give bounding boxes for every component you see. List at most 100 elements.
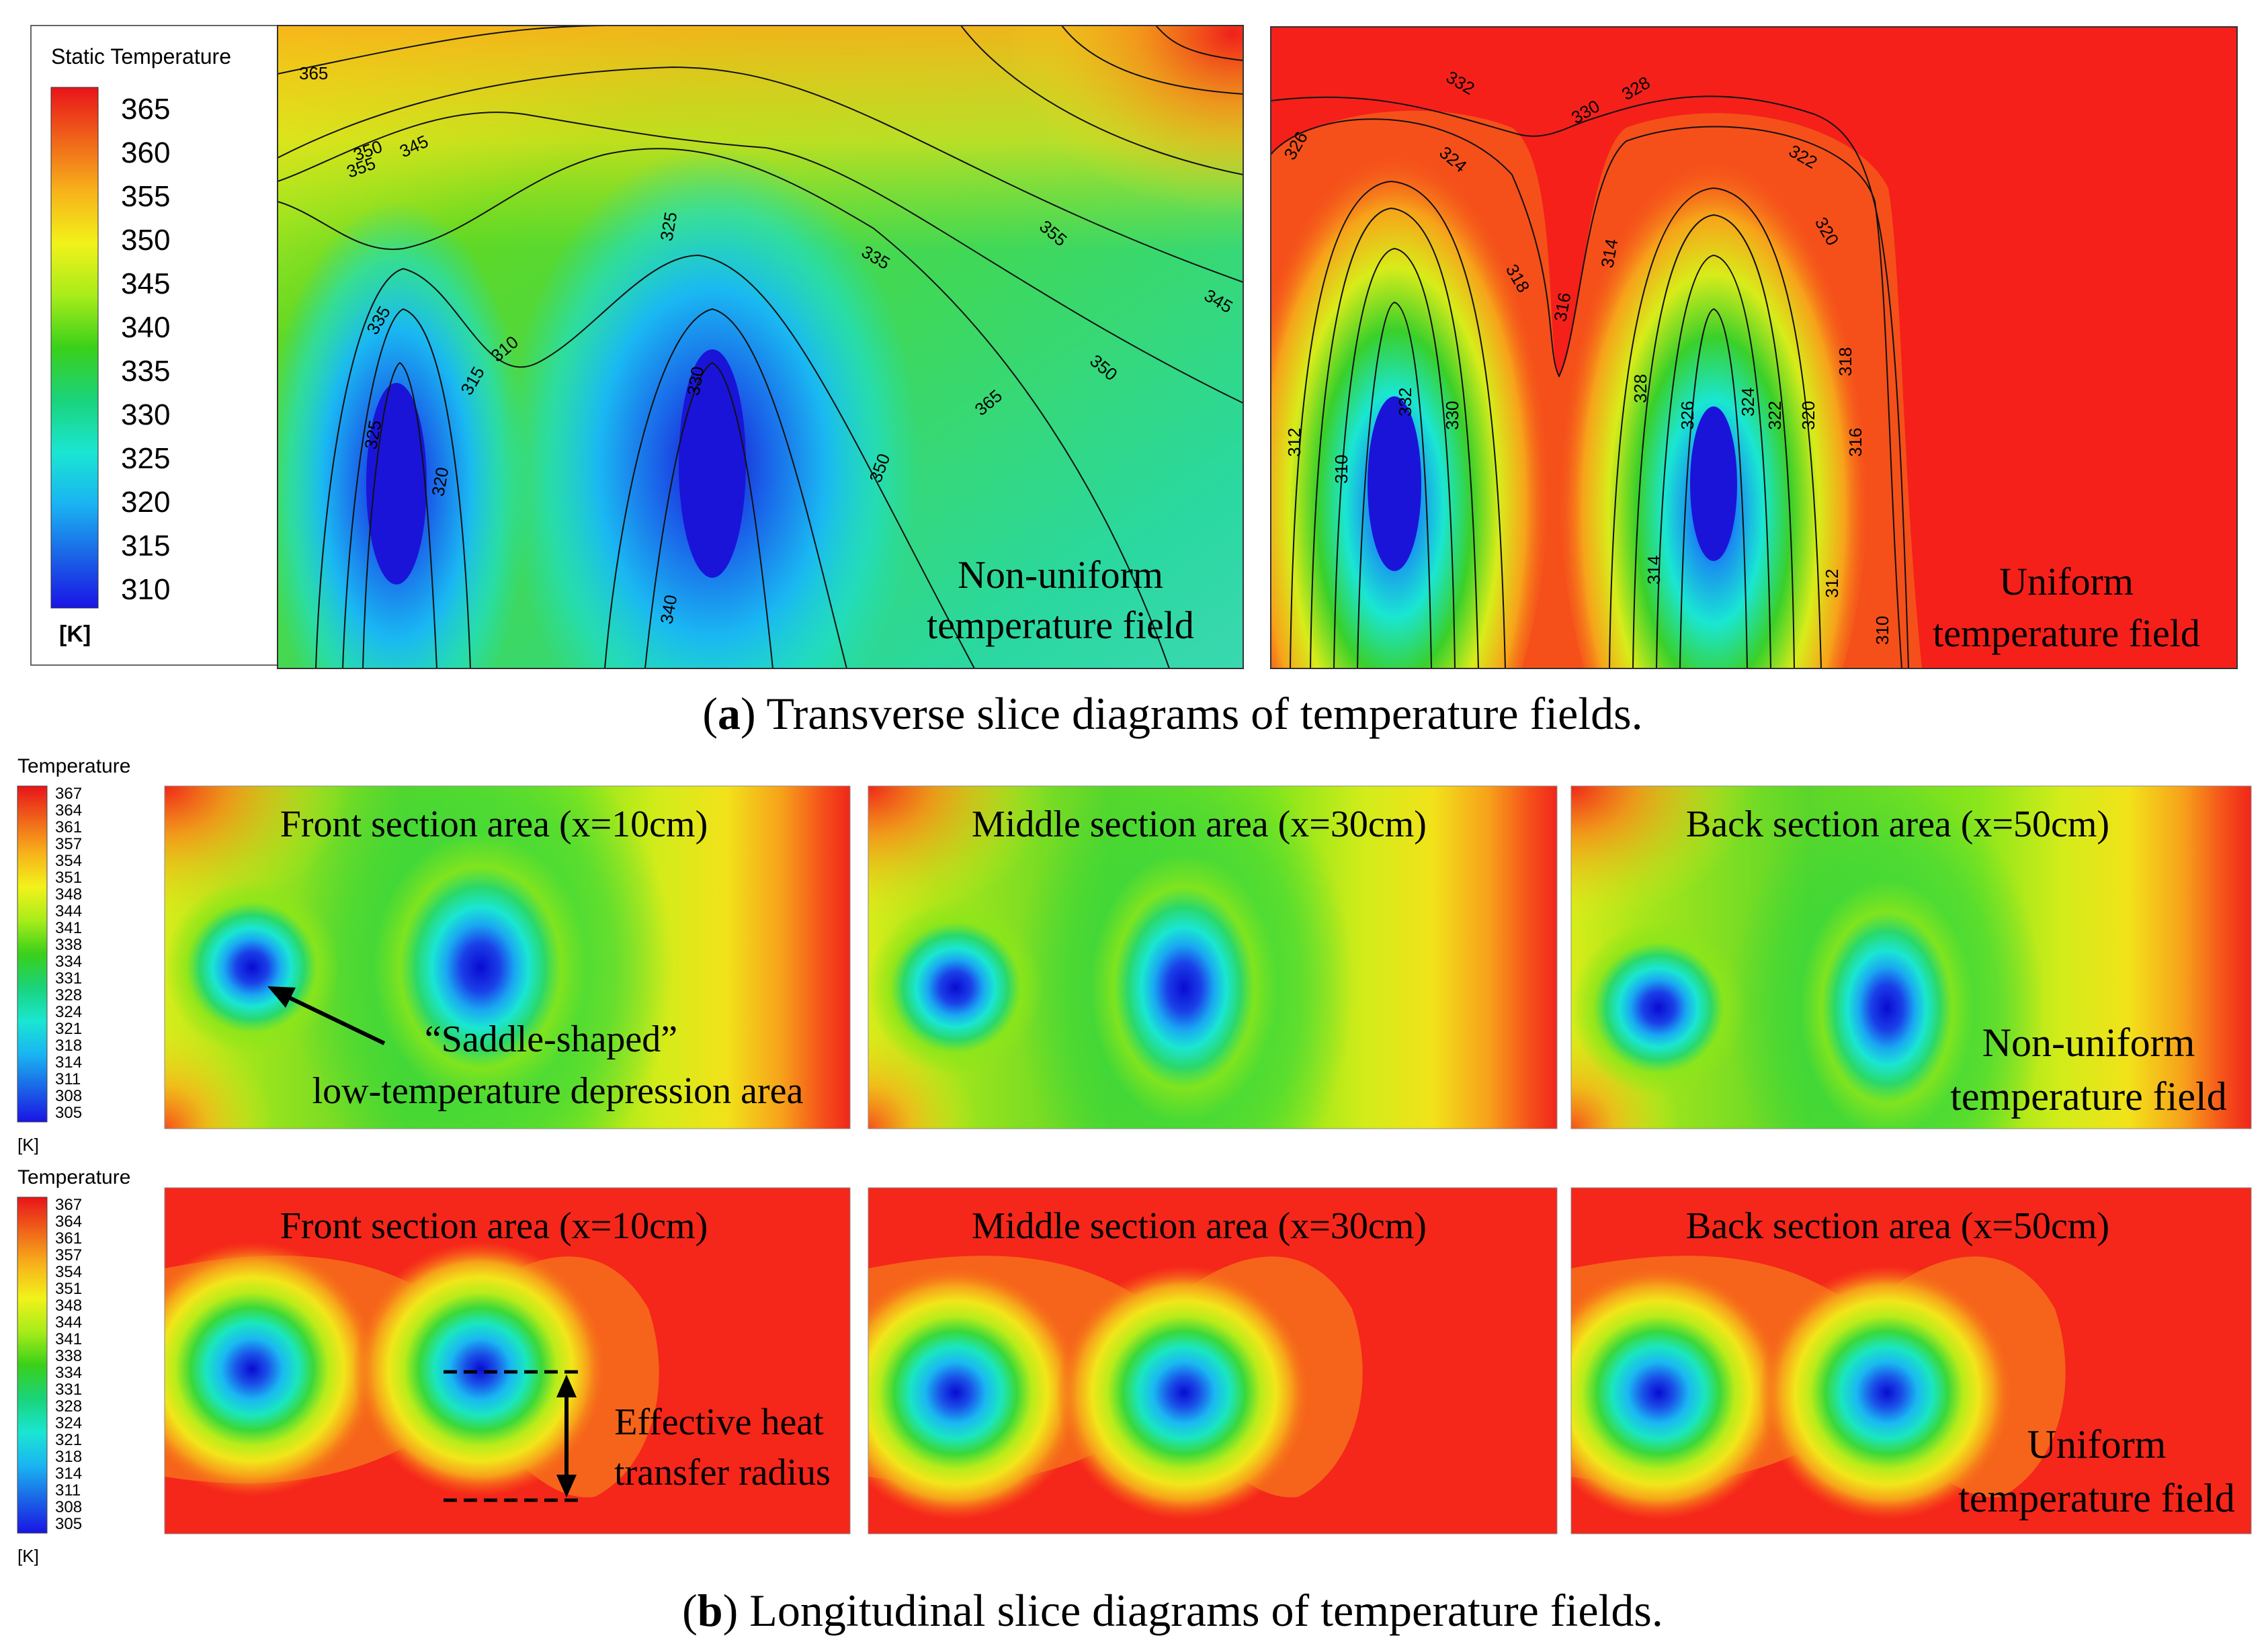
saddle-label-line1: “Saddle-shaped”: [425, 1018, 677, 1060]
contour-label: 320: [427, 466, 452, 498]
contour-label: 330: [1442, 401, 1462, 430]
legend-b-tick: 357: [55, 835, 82, 853]
caption-a-letter: a: [718, 688, 741, 739]
legend-a-tick: 330: [121, 398, 170, 431]
contour-label: 318: [1835, 347, 1855, 376]
section-title: Back section area (x=50cm): [1686, 1205, 2109, 1247]
legend-a: Static Temperature 365 360 355 350 345 340 335…: [30, 25, 278, 666]
legend-b-tick: 341: [55, 919, 82, 937]
longitudinal-nonuniform-row: Front section area (x=10cm) Middle sectio…: [164, 785, 2252, 1129]
section-panel: [1571, 786, 2251, 1129]
legend-b-tick: 344: [55, 902, 82, 920]
legend-b-top-title: Temperature: [17, 755, 130, 777]
contour-label: 314: [1644, 556, 1664, 584]
legend-b-tick: 318: [55, 1037, 82, 1055]
legend-b-top-unit: [K]: [17, 1135, 39, 1155]
legend-b-tick: 305: [55, 1515, 82, 1533]
row2-field-label-line2: temperature field: [1958, 1476, 2234, 1520]
radius-label-line1: Effective heat: [614, 1401, 824, 1443]
legend-b-tick: 328: [55, 1397, 82, 1416]
legend-b-tick: 308: [55, 1498, 82, 1516]
uniform-label-line1: Uniform: [1999, 560, 2134, 603]
section-title: Middle section area (x=30cm): [972, 804, 1427, 845]
legend-a-tick: 320: [121, 486, 170, 519]
contour-label: 310: [1331, 455, 1351, 484]
legend-a-tick: 340: [121, 311, 170, 344]
section-title: Middle section area (x=30cm): [972, 1205, 1427, 1247]
legend-b-tick: 328: [55, 986, 82, 1004]
contour-label: 332: [1395, 388, 1415, 417]
legend-a-tick: 350: [121, 224, 170, 257]
legend-a-tick: 315: [121, 529, 170, 562]
legend-b-tick: 334: [55, 1364, 82, 1382]
legend-b-tick: 308: [55, 1087, 82, 1105]
legend-b-tick: 364: [55, 801, 82, 820]
legend-a-tick: 335: [121, 355, 170, 388]
legend-b-tick: 311: [55, 1070, 81, 1088]
caption-a-text: Transverse slice diagrams of temperature…: [766, 688, 1642, 739]
legend-b-tick: 338: [55, 936, 82, 954]
legend-b-bottom: Temperature 3673643613573543513483443413…: [17, 1166, 130, 1566]
section-panel: [868, 1188, 1557, 1534]
legend-b-tick: 361: [55, 818, 82, 836]
legend-a-tick: 345: [121, 267, 170, 300]
caption-b: (b) Longitudinal slice diagrams of tempe…: [682, 1585, 1663, 1636]
legend-a-tick: 360: [121, 136, 170, 169]
legend-b-tick: 348: [55, 885, 82, 904]
section-panel: [165, 786, 850, 1129]
section-title: Front section area (x=10cm): [280, 1205, 708, 1247]
legend-b-tick: 351: [55, 869, 82, 887]
contour-label: 312: [1822, 569, 1842, 598]
contour-label: 312: [1284, 428, 1304, 457]
row2-field-label-line1: Uniform: [2027, 1422, 2167, 1467]
section-title: Back section area (x=50cm): [1686, 804, 2109, 845]
radius-label-line2: transfer radius: [614, 1452, 831, 1493]
section-title: Front section area (x=10cm): [280, 804, 708, 845]
contour-label: 328: [1630, 374, 1650, 403]
contour-label: 330: [683, 365, 708, 397]
legend-b-tick: 367: [55, 1196, 82, 1214]
legend-b-tick: 311: [55, 1481, 81, 1500]
legend-a-tick: 310: [121, 573, 170, 606]
section-panel: [1571, 1188, 2251, 1534]
legend-b-tick: 341: [55, 1330, 82, 1348]
legend-b-tick: 314: [55, 1465, 82, 1483]
legend-b-bottom-title: Temperature: [17, 1166, 130, 1188]
legend-b-tick: 321: [55, 1020, 82, 1038]
longitudinal-uniform-row: Front section area (x=10cm) Middle sectio…: [164, 1187, 2252, 1534]
legend-a-unit: [K]: [59, 621, 91, 647]
legend-a-title: Static Temperature: [51, 44, 231, 69]
contour-label: 340: [656, 593, 681, 625]
saddle-annotation: “Saddle-shaped” low-temperature depressi…: [267, 986, 804, 1112]
contour-label: 310: [1872, 616, 1892, 645]
contour-label: 324: [1738, 388, 1758, 417]
row1-field-label-line1: Non-uniform: [1982, 1021, 2195, 1065]
legend-b-tick: 331: [55, 1381, 82, 1399]
contour-label: 326: [1677, 401, 1697, 430]
legend-b-tick: 314: [55, 1053, 82, 1072]
legend-b-tick: 344: [55, 1313, 82, 1332]
legend-b-tick: 357: [55, 1246, 82, 1264]
legend-b-tick: 305: [55, 1104, 82, 1122]
legend-a-ticks: 365 360 355 350 345 340 335 330 325 320 315 310: [121, 93, 170, 606]
radius-annotation: Effective heat transfer radius: [444, 1370, 831, 1502]
caption-b-text: Longitudinal slice diagrams of temperatu…: [749, 1585, 1663, 1636]
section-panel: [165, 1188, 850, 1534]
contour-label: 316: [1845, 428, 1865, 457]
contour-label: 325: [360, 419, 385, 451]
saddle-label-line2: low-temperature depression area: [312, 1070, 804, 1112]
legend-b-tick: 324: [55, 1414, 82, 1432]
legend-b-bottom-unit: [K]: [17, 1546, 39, 1566]
row1-field-label-line2: temperature field: [1950, 1074, 2226, 1119]
nonuniform-label-line1: Non-uniform: [958, 553, 1163, 597]
legend-b-tick: 354: [55, 852, 82, 870]
contour-label: 314: [1597, 237, 1622, 269]
legend-b-tick: 321: [55, 1431, 82, 1449]
legend-b-tick: 354: [55, 1263, 82, 1281]
contour-label: 316: [1550, 291, 1574, 323]
legend-b-tick: 364: [55, 1213, 82, 1231]
section-panel: [868, 786, 1557, 1129]
